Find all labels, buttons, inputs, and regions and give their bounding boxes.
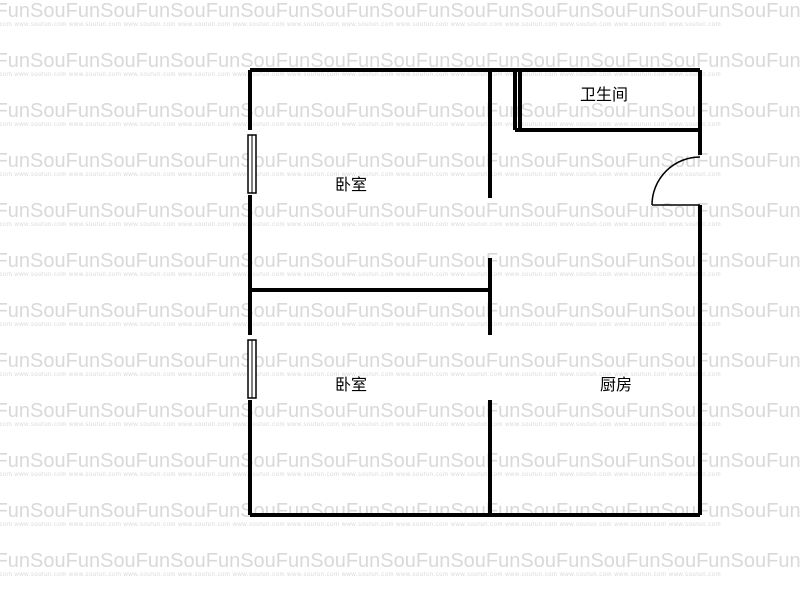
floor-plan-canvas: SouFunSouFunSouFunSouFunSouFunSouFunSouF… — [0, 0, 800, 600]
room-label-bath: 卫生间 — [580, 86, 628, 104]
room-label-kitchen: 厨房 — [600, 376, 632, 394]
door-arc — [652, 157, 700, 205]
room-label-room2: 卧室 — [335, 376, 367, 394]
room-label-room1: 卧室 — [335, 176, 367, 194]
floor-plan-svg: 卧室卧室卫生间厨房 — [0, 0, 800, 600]
